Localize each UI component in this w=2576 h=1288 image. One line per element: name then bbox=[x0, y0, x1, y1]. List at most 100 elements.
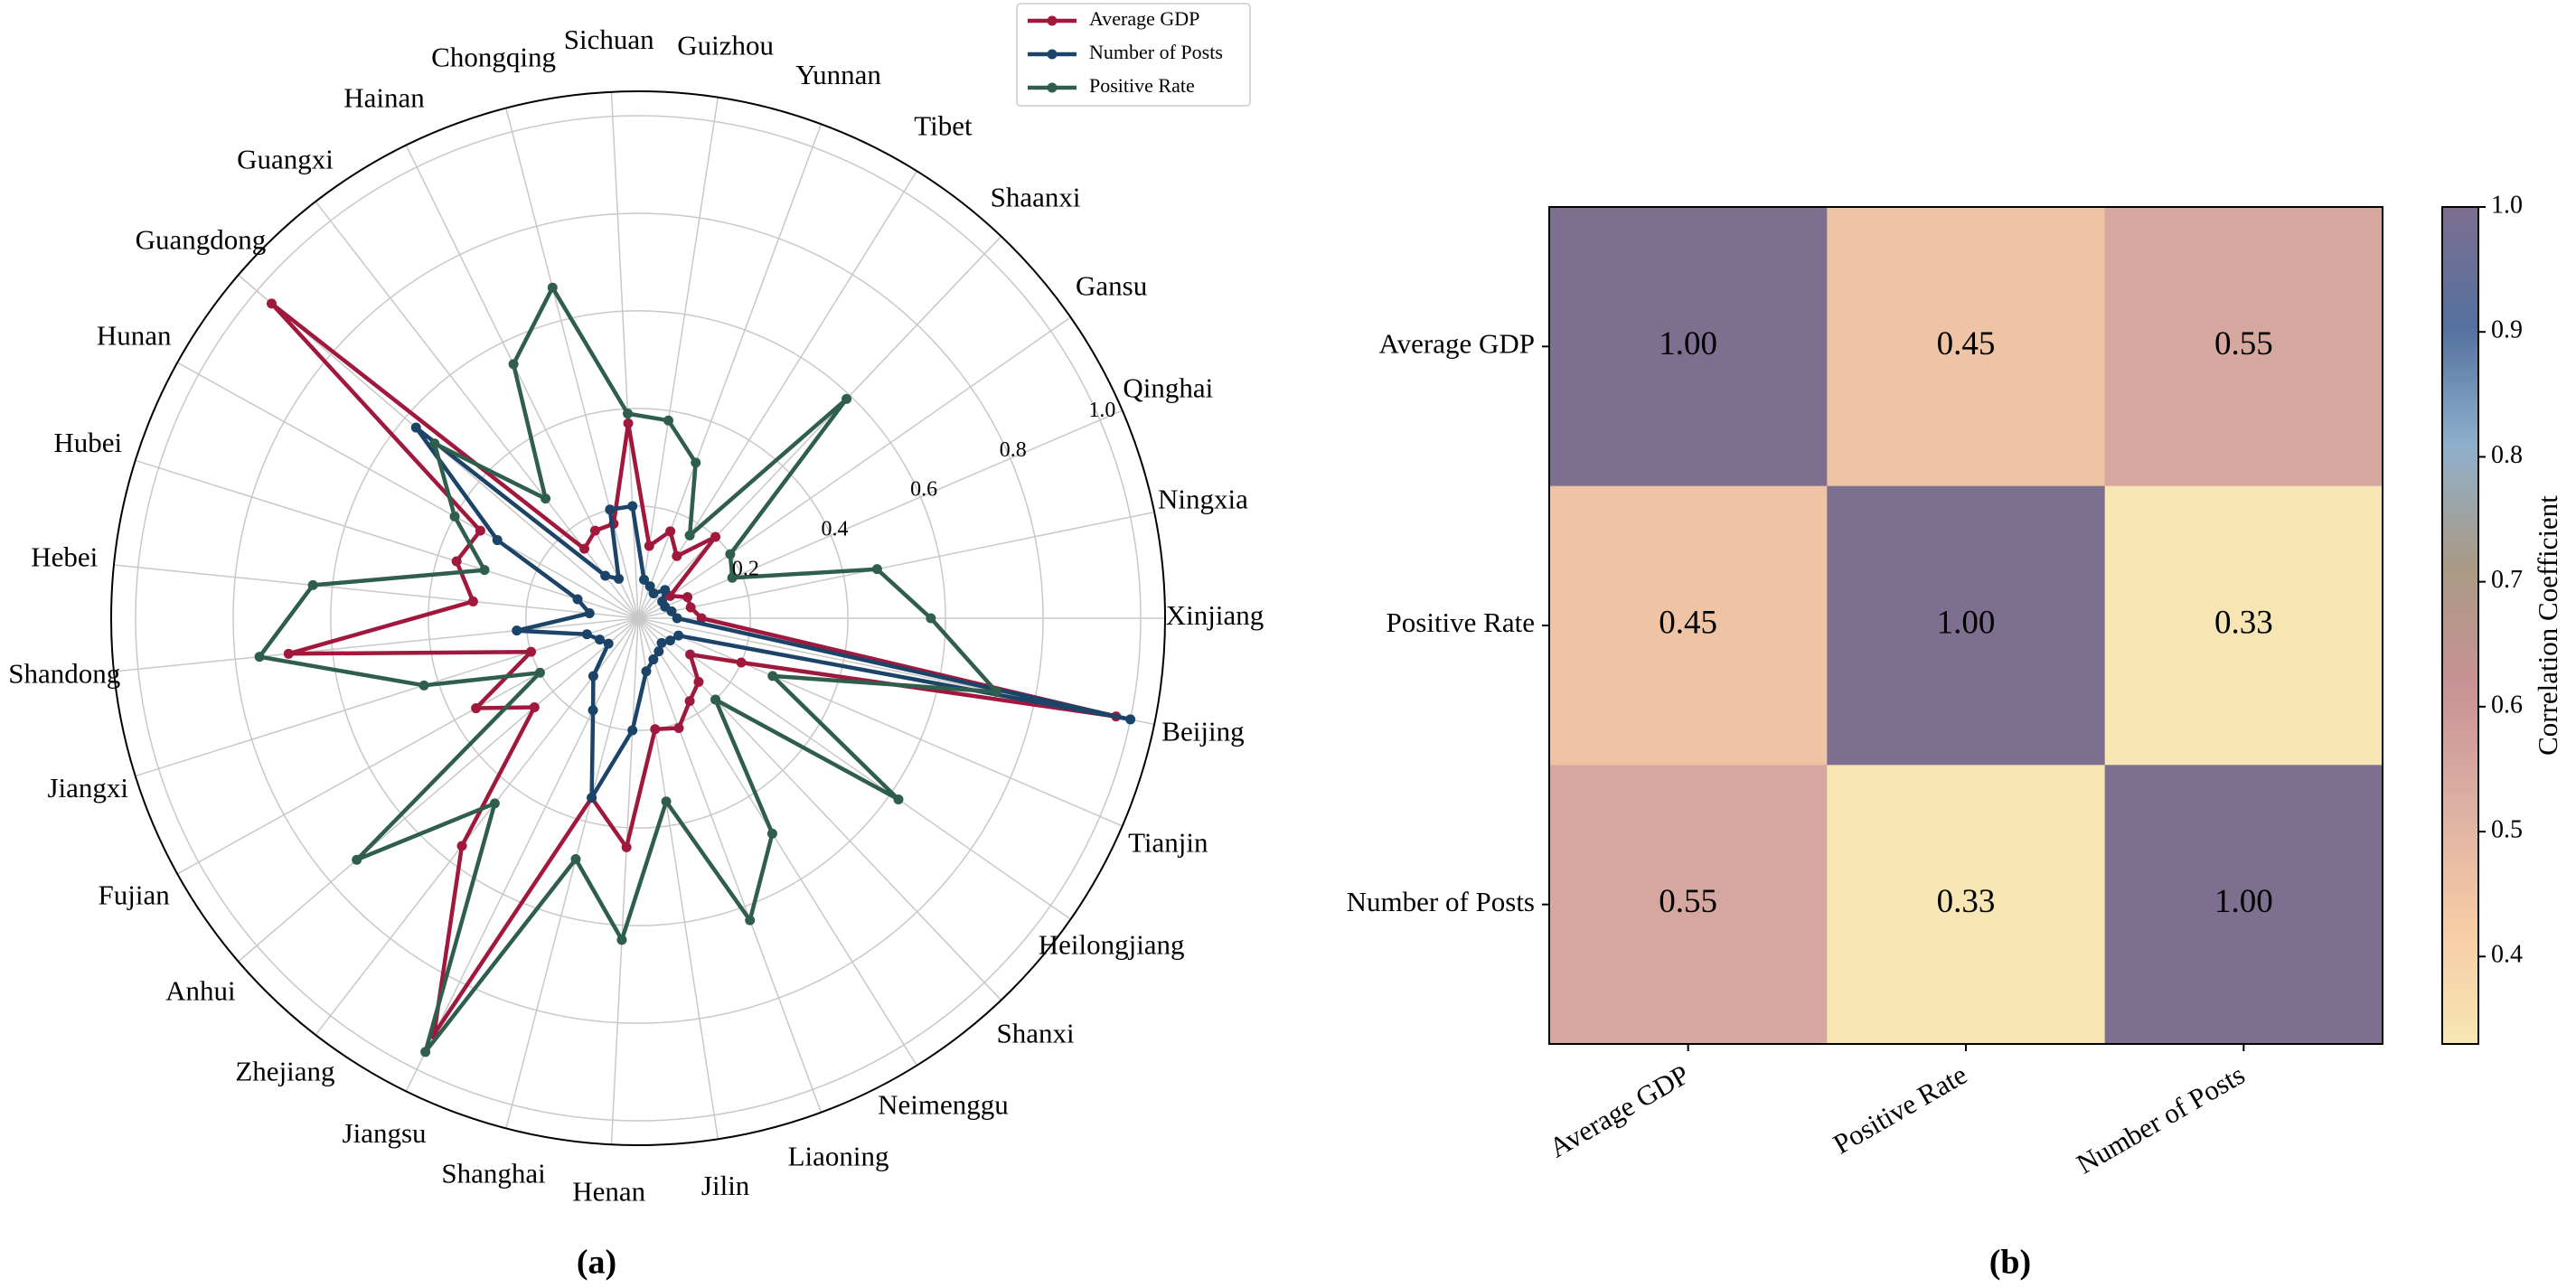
grid-circle bbox=[428, 408, 849, 829]
marker bbox=[508, 359, 519, 370]
marker bbox=[451, 556, 462, 567]
marker bbox=[766, 828, 777, 839]
marker bbox=[672, 550, 682, 561]
outer-circle bbox=[110, 90, 1166, 1146]
spoke bbox=[637, 170, 918, 619]
grid-circle bbox=[330, 310, 946, 926]
marker bbox=[600, 570, 611, 581]
marker bbox=[736, 657, 747, 668]
marker bbox=[429, 438, 440, 449]
category-label: Henan bbox=[572, 1175, 645, 1207]
marker bbox=[588, 705, 598, 716]
category-label: Sichuan bbox=[564, 24, 654, 55]
spoke bbox=[505, 108, 639, 619]
spoke bbox=[637, 511, 1155, 619]
marker bbox=[529, 701, 540, 712]
spoke bbox=[637, 97, 719, 619]
marker bbox=[614, 573, 625, 584]
heat-cell bbox=[2104, 207, 2383, 487]
legend-label: Positive Rate bbox=[1089, 74, 1195, 97]
r-tick-label: 1.0 bbox=[1088, 399, 1115, 422]
marker bbox=[418, 680, 429, 691]
y-tick-label: Positive Rate bbox=[1387, 606, 1535, 638]
category-label: Guangdong bbox=[136, 224, 267, 256]
spoke bbox=[637, 124, 823, 619]
marker bbox=[650, 724, 661, 735]
marker bbox=[664, 635, 675, 646]
x-tick-label: Positive Rate bbox=[1828, 1058, 1972, 1161]
caption: (a) bbox=[577, 1244, 616, 1282]
spoke bbox=[176, 617, 639, 875]
category-label: Liaoning bbox=[788, 1140, 889, 1171]
marker bbox=[570, 854, 581, 865]
category-label: Yunnan bbox=[795, 59, 881, 90]
category-label: Shaanxi bbox=[991, 182, 1081, 213]
colorbar-tick-label: 0.5 bbox=[2491, 815, 2523, 843]
spoke bbox=[637, 316, 1071, 619]
spoke bbox=[637, 617, 1123, 827]
marker bbox=[644, 541, 654, 551]
marker bbox=[595, 635, 606, 645]
category-label: Zhejiang bbox=[235, 1056, 334, 1087]
marker bbox=[547, 282, 558, 293]
cell-label: 0.45 bbox=[1659, 604, 1717, 641]
marker bbox=[479, 565, 490, 576]
category-label: Jiangxi bbox=[47, 772, 128, 804]
category-label: Shandong bbox=[8, 658, 120, 690]
heat-cell bbox=[2104, 765, 2383, 1045]
grid-circle bbox=[525, 505, 751, 731]
grid-circle bbox=[232, 212, 1044, 1024]
spoke bbox=[610, 91, 639, 619]
category-label: Tianjin bbox=[1128, 827, 1208, 859]
heat-cell bbox=[1549, 765, 1828, 1045]
colorbar-tick-label: 0.8 bbox=[2491, 441, 2523, 469]
marker bbox=[745, 915, 756, 926]
colorbar bbox=[2441, 206, 2479, 1045]
marker bbox=[588, 671, 598, 682]
marker bbox=[684, 696, 695, 707]
heat-cell bbox=[1549, 485, 1828, 766]
marker bbox=[627, 501, 638, 512]
spoke bbox=[505, 617, 639, 1129]
marker bbox=[682, 592, 693, 603]
cell-label: 1.00 bbox=[1659, 325, 1717, 362]
marker bbox=[603, 638, 614, 649]
x-tick-label: Number of Posts bbox=[2071, 1058, 2250, 1180]
heat-cell bbox=[1549, 207, 1828, 487]
marker bbox=[283, 648, 294, 659]
marker bbox=[512, 625, 522, 636]
category-label: Qinghai bbox=[1123, 372, 1213, 404]
spoke bbox=[637, 617, 719, 1140]
category-label: Beijing bbox=[1161, 716, 1244, 747]
marker bbox=[767, 671, 778, 682]
marker bbox=[584, 608, 595, 619]
marker bbox=[639, 574, 650, 585]
marker bbox=[725, 549, 736, 559]
marker bbox=[579, 543, 590, 554]
marker bbox=[841, 393, 852, 404]
category-label: Hainan bbox=[343, 81, 425, 113]
spoke bbox=[610, 617, 639, 1145]
spoke bbox=[113, 564, 639, 619]
marker bbox=[589, 525, 600, 536]
marker bbox=[623, 409, 634, 419]
marker bbox=[627, 725, 638, 736]
marker bbox=[534, 667, 545, 678]
marker bbox=[656, 637, 667, 648]
heat-cell bbox=[2104, 485, 2383, 766]
category-label: Gansu bbox=[1076, 270, 1147, 302]
marker bbox=[492, 535, 503, 546]
marker bbox=[696, 613, 707, 624]
colorbar-tick-label: 1.0 bbox=[2491, 191, 2523, 219]
marker bbox=[672, 613, 682, 624]
marker bbox=[641, 666, 652, 677]
cell-label: 0.55 bbox=[2214, 325, 2273, 362]
cell-label: 0.45 bbox=[1937, 325, 1996, 362]
legend-label: Average GDP bbox=[1089, 7, 1199, 30]
marker bbox=[644, 581, 655, 592]
x-tick-label: Average GDP bbox=[1544, 1058, 1695, 1164]
cell-label: 1.00 bbox=[2214, 883, 2273, 920]
category-label: Fujian bbox=[99, 879, 171, 911]
colorbar-tick-label: 0.4 bbox=[2491, 941, 2523, 969]
